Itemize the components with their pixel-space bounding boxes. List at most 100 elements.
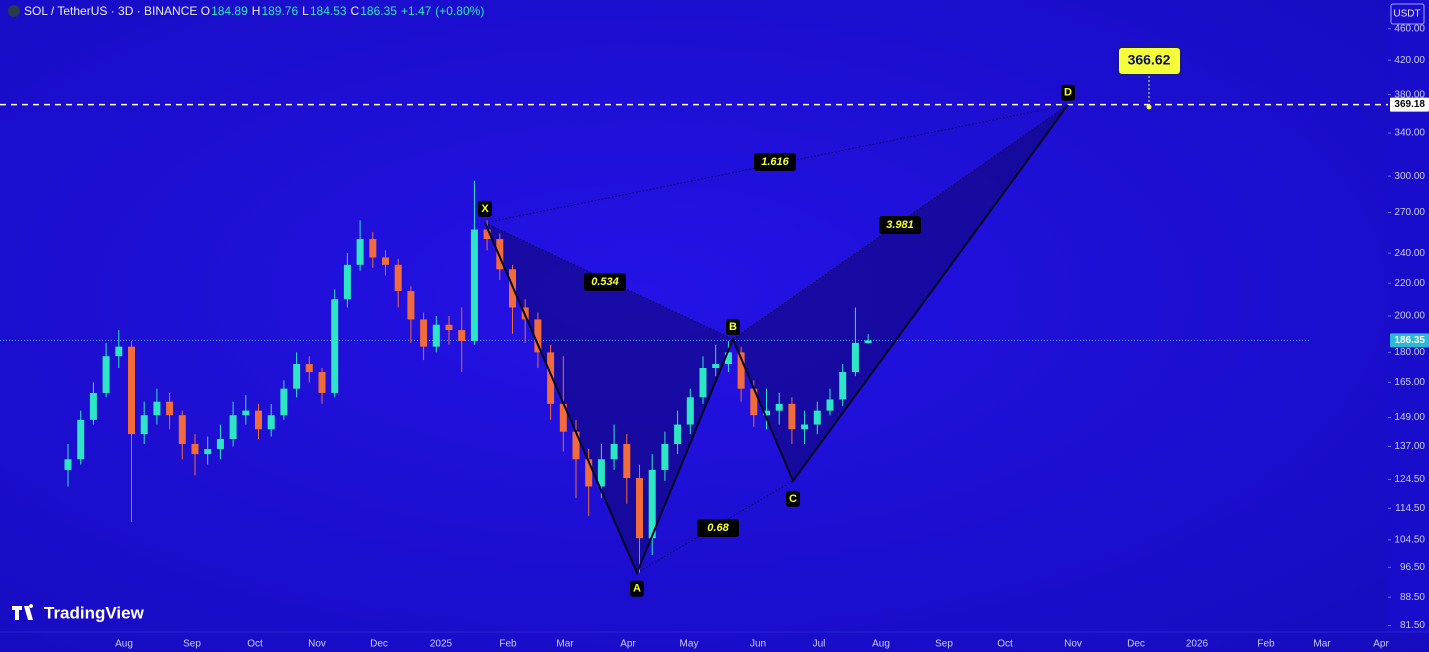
candle-body xyxy=(216,439,224,450)
candle-body xyxy=(559,403,567,432)
logo: TradingView xyxy=(12,603,145,622)
candle-body xyxy=(102,356,110,393)
candle-body xyxy=(293,364,301,389)
change: +1.47 xyxy=(400,4,432,18)
target-box xyxy=(1117,46,1182,76)
y-tick-label: 300.00 xyxy=(1394,171,1425,182)
candle-body xyxy=(534,319,542,353)
candle-body xyxy=(382,257,389,265)
x-tick-label: Mar xyxy=(1313,639,1331,650)
pattern-legs xyxy=(484,104,1069,576)
candle-body xyxy=(89,392,97,420)
candle-body xyxy=(572,431,580,460)
candle-body xyxy=(153,401,161,416)
y-tick-label: 137.00 xyxy=(1394,441,1425,452)
point-tag xyxy=(786,490,800,507)
candle-body xyxy=(128,346,135,435)
x-tick-label: 2025 xyxy=(430,639,453,650)
candle-body xyxy=(178,415,186,444)
open: 184.89 xyxy=(211,4,248,18)
candle-body xyxy=(77,419,85,460)
x-tick-label: Sep xyxy=(935,639,953,650)
y-tick-label: 200.00 xyxy=(1394,311,1425,322)
x-tick-label: Aug xyxy=(115,639,133,650)
h-label: H xyxy=(251,4,261,18)
ratio-line-xd xyxy=(484,104,1069,224)
ratio-label: 3.981 xyxy=(886,219,914,231)
level-label: 369.18 xyxy=(1394,99,1425,110)
y-tick-label: 180.00 xyxy=(1394,347,1425,358)
candle-body xyxy=(166,401,174,416)
candle-body xyxy=(343,264,351,300)
candle-body xyxy=(445,324,453,331)
ratio-tag xyxy=(697,519,739,537)
y-tick-label: 380.00 xyxy=(1394,89,1425,100)
point-label: B xyxy=(729,321,737,333)
candle-body xyxy=(305,364,313,373)
y-tick-label: 220.00 xyxy=(1394,278,1425,289)
candle-body xyxy=(813,410,821,425)
candle-body xyxy=(648,469,656,539)
candle-body xyxy=(140,415,148,435)
ratio-label: 0.68 xyxy=(707,522,729,534)
x-tick-label: 2026 xyxy=(1186,639,1209,650)
candle-body xyxy=(242,410,250,416)
candle-body xyxy=(775,403,783,411)
candle-body xyxy=(737,352,745,389)
level-tag xyxy=(1390,97,1429,112)
point-label: D xyxy=(1064,87,1072,99)
x-tick-label: Feb xyxy=(1257,639,1275,650)
ratio-tag xyxy=(584,273,626,291)
x-tick-label: Feb xyxy=(499,639,517,650)
candle-body xyxy=(750,388,758,416)
candle-body xyxy=(267,415,275,430)
y-tick-label: 270.00 xyxy=(1394,207,1425,218)
candle-body xyxy=(686,397,694,425)
y-tick-label: 114.50 xyxy=(1395,503,1425,514)
candle-body xyxy=(356,239,364,265)
candle-body xyxy=(470,229,478,342)
y-tick-label: 340.00 xyxy=(1394,128,1425,139)
x-tick-label: Sep xyxy=(183,639,201,650)
c-label: C xyxy=(350,4,360,18)
y-tick-label: 165.00 xyxy=(1394,377,1425,388)
candle-body xyxy=(547,352,555,404)
point-label: X xyxy=(481,203,489,215)
x-tick-label: Jun xyxy=(750,639,766,650)
logo-icon xyxy=(12,604,34,620)
point-tag xyxy=(726,319,740,336)
y-tick-label: 104.50 xyxy=(1394,535,1425,546)
candle-body xyxy=(763,410,770,416)
y-tick-label: 240.00 xyxy=(1394,248,1425,259)
candle-body xyxy=(331,299,339,393)
point-tag xyxy=(630,580,644,597)
point-label: A xyxy=(633,583,641,595)
currency: USDT xyxy=(1393,9,1420,20)
candle-body xyxy=(229,415,237,440)
candle-body xyxy=(420,319,428,347)
x-tick-label: Dec xyxy=(370,639,388,650)
candle-body xyxy=(585,459,593,487)
candle-body xyxy=(839,372,847,400)
candle-body xyxy=(674,424,682,444)
last-price-label: 186.35 xyxy=(1394,335,1425,346)
logo-text: TradingView xyxy=(44,603,145,622)
candle-body xyxy=(255,410,262,430)
last-price-tag xyxy=(1390,333,1429,348)
currency-box[interactable] xyxy=(1390,3,1425,25)
close: 186.35 xyxy=(360,4,397,18)
x-tick-label: Mar xyxy=(556,639,574,650)
y-tick-label: 149.00 xyxy=(1394,412,1425,423)
y-tick-label: 96.50 xyxy=(1400,562,1425,573)
y-tick-label: 460.00 xyxy=(1394,23,1425,34)
y-tick-label: 81.50 xyxy=(1400,620,1425,631)
point-label: C xyxy=(789,493,797,505)
candle-body xyxy=(483,229,491,240)
candle-body xyxy=(699,368,707,398)
y-tick-label: 124.50 xyxy=(1394,474,1425,485)
high: 189.76 xyxy=(261,4,299,18)
y-tick-label: 420.00 xyxy=(1394,55,1425,66)
candle-body xyxy=(64,459,72,470)
candle-body xyxy=(191,443,199,455)
symbol: SOL / TetherUS · 3D · BINANCE xyxy=(24,4,198,18)
